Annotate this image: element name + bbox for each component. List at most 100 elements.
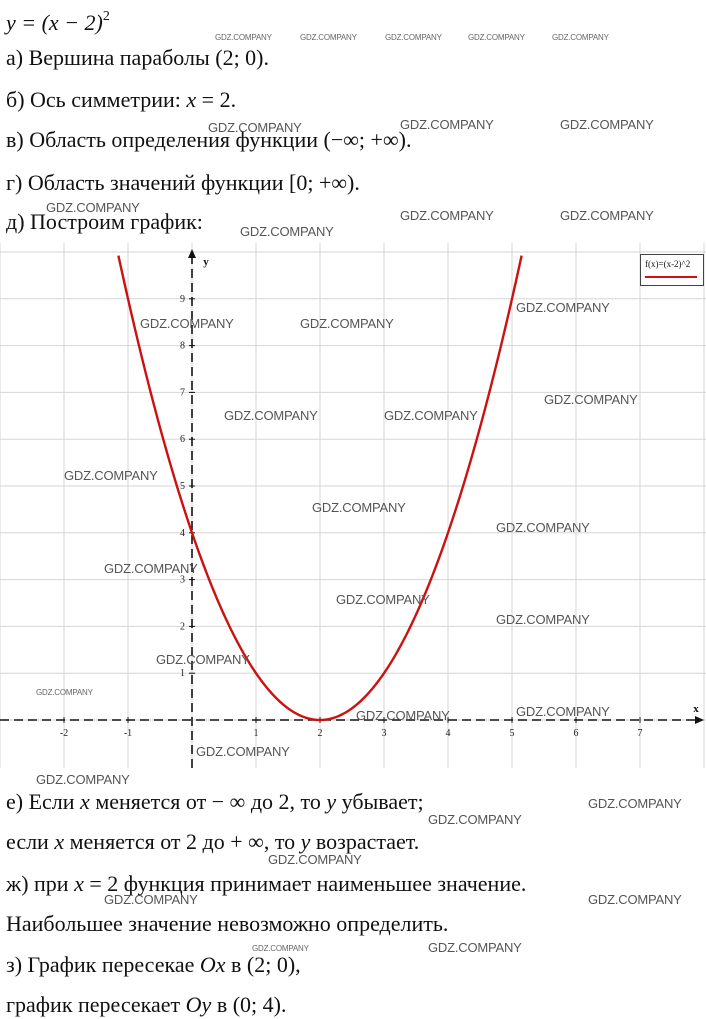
watermark: GDZ.COMPANY bbox=[252, 944, 309, 953]
item-zh-1-b: = 2 функция принимает наименьшее значени… bbox=[83, 871, 527, 896]
watermark: GDZ.COMPANY bbox=[196, 744, 290, 759]
item-z-1-b: в (2; 0), bbox=[225, 952, 301, 977]
legend-swatch bbox=[645, 276, 697, 278]
watermark: GDZ.COMPANY bbox=[268, 852, 362, 867]
tick-labels: -2 -1 1 2 3 4 5 6 7 1 2 3 4 5 6 7 8 9 x y bbox=[60, 256, 699, 739]
x-tick-label: -1 bbox=[124, 728, 132, 739]
watermark: GDZ.COMPANY bbox=[428, 812, 522, 827]
watermark: GDZ.COMPANY bbox=[356, 708, 450, 723]
item-e-1-y: y bbox=[326, 789, 337, 814]
item-z-1-ox: Ox bbox=[199, 952, 226, 977]
watermark: GDZ.COMPANY bbox=[544, 392, 638, 407]
y-tick-label: 2 bbox=[180, 621, 185, 632]
watermark: GDZ.COMPANY bbox=[312, 500, 406, 515]
watermark: GDZ.COMPANY bbox=[496, 612, 590, 627]
item-e-1: е) Если x меняется от − ∞ до 2, то y убы… bbox=[6, 789, 424, 815]
watermark: GDZ.COMPANY bbox=[36, 688, 93, 697]
watermark: GDZ.COMPANY bbox=[516, 300, 610, 315]
watermark: GDZ.COMPANY bbox=[224, 408, 318, 423]
item-e-2-x: x bbox=[54, 829, 65, 854]
watermark: GDZ.COMPANY bbox=[552, 33, 609, 42]
y-tick-label: 5 bbox=[180, 481, 185, 492]
watermark: GDZ.COMPANY bbox=[140, 316, 234, 331]
formula-heading: y = (x − 2)2 bbox=[6, 4, 110, 36]
watermark: GDZ.COMPANY bbox=[588, 892, 682, 907]
watermark: GDZ.COMPANY bbox=[46, 200, 140, 215]
item-e-1-x: x bbox=[80, 789, 90, 814]
legend-label: f(x)=(x-2)^2 bbox=[645, 259, 691, 269]
y-tick-label: 6 bbox=[180, 434, 185, 445]
item-z-1: з) График пересекае Ox в (2; 0), bbox=[6, 952, 301, 978]
item-b-var: x bbox=[186, 87, 197, 112]
item-z-2-oy: Oy bbox=[185, 992, 212, 1017]
watermark: GDZ.COMPANY bbox=[385, 33, 442, 42]
watermark: GDZ.COMPANY bbox=[428, 940, 522, 955]
x-tick-label: 6 bbox=[574, 728, 579, 739]
item-e-2-c: возрастает. bbox=[310, 829, 420, 854]
item-e-1-a: е) Если bbox=[6, 789, 81, 814]
item-g: г) Область значений функции [0; +∞). bbox=[6, 170, 360, 195]
item-e-2-y: y bbox=[300, 829, 311, 854]
x-tick-label: 3 bbox=[382, 728, 387, 739]
x-tick-label: 5 bbox=[510, 728, 515, 739]
watermark: GDZ.COMPANY bbox=[400, 117, 494, 132]
watermark: GDZ.COMPANY bbox=[104, 561, 198, 576]
x-tick-label: 7 bbox=[638, 728, 643, 739]
item-z-2-b: в (0; 4). bbox=[211, 992, 287, 1017]
item-e-2: если x меняется от 2 до + ∞, то y возрас… bbox=[6, 829, 419, 855]
watermark: GDZ.COMPANY bbox=[560, 208, 654, 223]
x-axis-arrow bbox=[695, 716, 704, 724]
x-tick-label: 1 bbox=[254, 728, 259, 739]
item-b: б) Ось симметрии: x = 2. bbox=[6, 87, 236, 113]
watermark: GDZ.COMPANY bbox=[64, 468, 158, 483]
item-v: в) Область определения функции (−∞; +∞). bbox=[6, 127, 412, 152]
y-tick-label: 3 bbox=[180, 575, 185, 586]
item-e-1-b: меняется от − ∞ до 2, то bbox=[89, 789, 327, 814]
watermark: GDZ.COMPANY bbox=[400, 208, 494, 223]
item-a: а) Вершина параболы (2; 0). bbox=[6, 45, 270, 70]
x-tick-label: 2 bbox=[318, 728, 323, 739]
watermark: GDZ.COMPANY bbox=[300, 33, 357, 42]
x-tick-label: 4 bbox=[446, 728, 451, 739]
item-z-2-a: график пересекает bbox=[6, 992, 186, 1017]
watermark: GDZ.COMPANY bbox=[104, 892, 198, 907]
y-tick-label: 9 bbox=[180, 294, 185, 305]
y-axis-label: y bbox=[203, 256, 209, 268]
watermark: GDZ.COMPANY bbox=[156, 652, 250, 667]
item-d: д) Построим график: bbox=[6, 209, 203, 234]
watermark: GDZ.COMPANY bbox=[496, 520, 590, 535]
item-zh-2: Наибольшее значение невозможно определит… bbox=[6, 911, 449, 936]
item-b-suffix: = 2. bbox=[196, 87, 237, 112]
item-e-1-c: убывает; bbox=[336, 789, 424, 814]
x-axis-label: x bbox=[693, 703, 699, 715]
item-e-2-b: меняется от 2 до + ∞, то bbox=[64, 829, 301, 854]
y-tick-label: 8 bbox=[180, 341, 185, 352]
item-z-2: график пересекает Oy в (0; 4). bbox=[6, 992, 286, 1018]
watermark: GDZ.COMPANY bbox=[336, 592, 430, 607]
item-z-1-a: з) График пересекае bbox=[6, 952, 200, 977]
y-axis-arrow bbox=[188, 249, 196, 258]
watermark: GDZ.COMPANY bbox=[240, 224, 334, 239]
y-tick-label: 1 bbox=[180, 668, 185, 679]
watermark: GDZ.COMPANY bbox=[384, 408, 478, 423]
watermark: GDZ.COMPANY bbox=[516, 704, 610, 719]
parabola-graph: -2 -1 1 2 3 4 5 6 7 1 2 3 4 5 6 7 8 9 x y bbox=[0, 243, 706, 768]
y-tick-label: 7 bbox=[180, 387, 185, 398]
watermark: GDZ.COMPANY bbox=[215, 33, 272, 42]
item-b-prefix: б) Ось симметрии: bbox=[6, 87, 187, 112]
chart-legend: f(x)=(x-2)^2 bbox=[640, 254, 704, 286]
item-zh-1-x: x bbox=[74, 871, 84, 896]
item-zh-1-a: ж) при bbox=[6, 871, 75, 896]
item-zh-1: ж) при x = 2 функция принимает наименьше… bbox=[6, 871, 526, 897]
watermark: GDZ.COMPANY bbox=[560, 117, 654, 132]
watermark: GDZ.COMPANY bbox=[588, 796, 682, 811]
watermark: GDZ.COMPANY bbox=[300, 316, 394, 331]
formula-exponent: 2 bbox=[102, 9, 110, 24]
x-tick-label: -2 bbox=[60, 728, 68, 739]
watermark: GDZ.COMPANY bbox=[468, 33, 525, 42]
watermark: GDZ.COMPANY bbox=[36, 772, 130, 787]
y-tick-label: 4 bbox=[180, 528, 185, 539]
axes bbox=[0, 249, 704, 768]
item-e-2-a: если bbox=[6, 829, 55, 854]
formula-text: y = (x − 2) bbox=[6, 10, 103, 35]
